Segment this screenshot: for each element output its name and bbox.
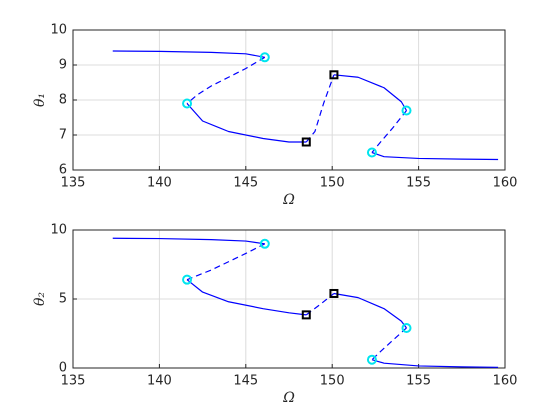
curve — [186, 103, 307, 143]
x-tick-label: 135 — [61, 176, 86, 191]
y-tick-label: 9 — [59, 58, 67, 73]
marker — [301, 310, 311, 320]
y-tick-label: 0 — [59, 361, 67, 376]
y-tick-label: 10 — [50, 23, 67, 38]
marker — [182, 98, 193, 109]
marker — [401, 105, 412, 116]
y-tick-label: 10 — [50, 223, 67, 238]
y-tick-label: 5 — [59, 292, 67, 307]
marker — [182, 274, 193, 285]
y-tick-label: 8 — [59, 93, 67, 108]
y-axis-label: θ₂ — [32, 292, 48, 306]
y-tick-label: 6 — [59, 163, 67, 178]
x-tick-label: 155 — [406, 176, 431, 191]
x-axis-label: Ω — [282, 390, 295, 406]
marker — [259, 238, 270, 249]
curve — [186, 279, 307, 316]
curve — [186, 56, 266, 104]
curve — [112, 237, 265, 245]
marker — [366, 354, 377, 365]
y-tick-label: 7 — [59, 128, 67, 143]
x-tick-label: 145 — [233, 374, 258, 389]
curve — [305, 293, 335, 316]
x-tick-label: 150 — [320, 176, 345, 191]
curve — [371, 151, 499, 161]
marker — [329, 70, 339, 80]
x-tick-label: 135 — [61, 374, 86, 389]
x-tick-label: 160 — [493, 176, 518, 191]
x-tick-label: 160 — [493, 374, 518, 389]
curve — [333, 74, 408, 111]
curve — [186, 243, 266, 281]
axes-frame — [72, 229, 506, 369]
x-tick-label: 155 — [406, 374, 431, 389]
curve — [112, 50, 265, 58]
marker — [301, 137, 311, 147]
curve — [371, 327, 407, 361]
marker — [329, 288, 339, 298]
x-tick-label: 140 — [147, 374, 172, 389]
axes-frame — [72, 29, 506, 171]
curve — [371, 110, 407, 153]
x-tick-label: 140 — [147, 176, 172, 191]
x-tick-label: 150 — [320, 374, 345, 389]
x-axis-label: Ω — [282, 192, 295, 208]
curve — [333, 292, 407, 329]
marker — [366, 147, 377, 158]
curve — [371, 359, 499, 368]
y-axis-label: θ₁ — [32, 93, 48, 107]
x-tick-label: 145 — [233, 176, 258, 191]
marker — [401, 322, 412, 333]
marker — [259, 52, 270, 63]
